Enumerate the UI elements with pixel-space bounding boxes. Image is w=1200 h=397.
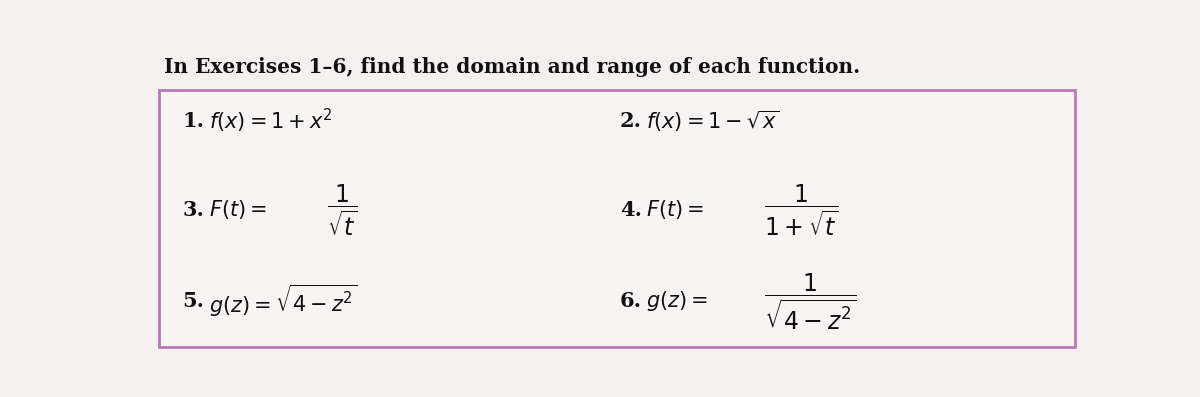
Text: $\dfrac{1}{\sqrt{4 - z^2}}$: $\dfrac{1}{\sqrt{4 - z^2}}$: [764, 271, 857, 332]
Text: 6.: 6.: [619, 291, 642, 311]
Text: $\dfrac{1}{\sqrt{t}}$: $\dfrac{1}{\sqrt{t}}$: [326, 182, 358, 238]
Text: $f(x) = 1 - \sqrt{x}$: $f(x) = 1 - \sqrt{x}$: [646, 108, 779, 134]
Text: 4.: 4.: [619, 200, 642, 220]
Text: $f(x) = 1 + x^2$: $f(x) = 1 + x^2$: [209, 107, 332, 135]
Text: 3.: 3.: [182, 200, 204, 220]
Text: $F(t) = $: $F(t) = $: [209, 198, 266, 221]
Text: $\dfrac{1}{1 + \sqrt{t}}$: $\dfrac{1}{1 + \sqrt{t}}$: [764, 182, 839, 238]
Text: 2.: 2.: [619, 111, 642, 131]
Text: $g(z) = $: $g(z) = $: [646, 289, 708, 313]
Text: 5.: 5.: [182, 291, 204, 311]
Text: In Exercises 1–6, find the domain and range of each function.: In Exercises 1–6, find the domain and ra…: [164, 57, 860, 77]
FancyBboxPatch shape: [160, 91, 1075, 347]
Text: 1.: 1.: [182, 111, 204, 131]
Text: $F(t) = $: $F(t) = $: [646, 198, 703, 221]
Text: $g(z) = \sqrt{4 - z^2}$: $g(z) = \sqrt{4 - z^2}$: [209, 283, 358, 320]
